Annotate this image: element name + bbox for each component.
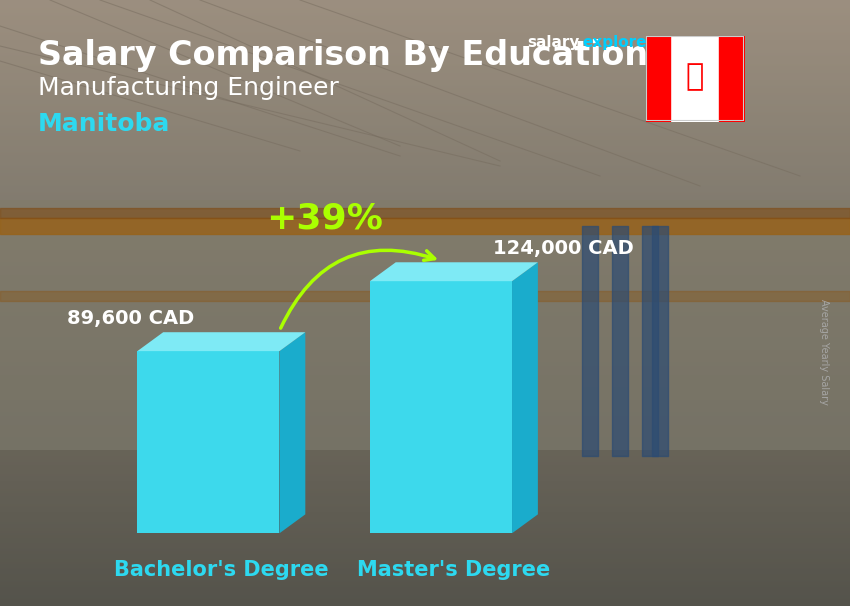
Text: Bachelor's Degree: Bachelor's Degree	[114, 560, 329, 580]
Text: explorer: explorer	[582, 35, 654, 50]
Polygon shape	[138, 332, 305, 351]
Text: 🍁: 🍁	[686, 62, 704, 91]
Text: Average Yearly Salary: Average Yearly Salary	[819, 299, 829, 404]
Polygon shape	[280, 332, 305, 533]
Text: 89,600 CAD: 89,600 CAD	[67, 310, 195, 328]
Text: Manitoba: Manitoba	[38, 112, 171, 136]
Text: salary: salary	[527, 35, 580, 50]
Text: Manufacturing Engineer: Manufacturing Engineer	[38, 76, 339, 100]
Text: +39%: +39%	[266, 201, 383, 235]
Text: Salary Comparison By Education: Salary Comparison By Education	[38, 39, 649, 72]
Text: Master's Degree: Master's Degree	[357, 560, 551, 580]
Polygon shape	[370, 281, 512, 533]
Text: 124,000 CAD: 124,000 CAD	[493, 239, 634, 259]
Polygon shape	[138, 351, 280, 533]
Text: .com: .com	[644, 35, 685, 50]
Polygon shape	[512, 262, 538, 533]
Polygon shape	[370, 262, 538, 281]
